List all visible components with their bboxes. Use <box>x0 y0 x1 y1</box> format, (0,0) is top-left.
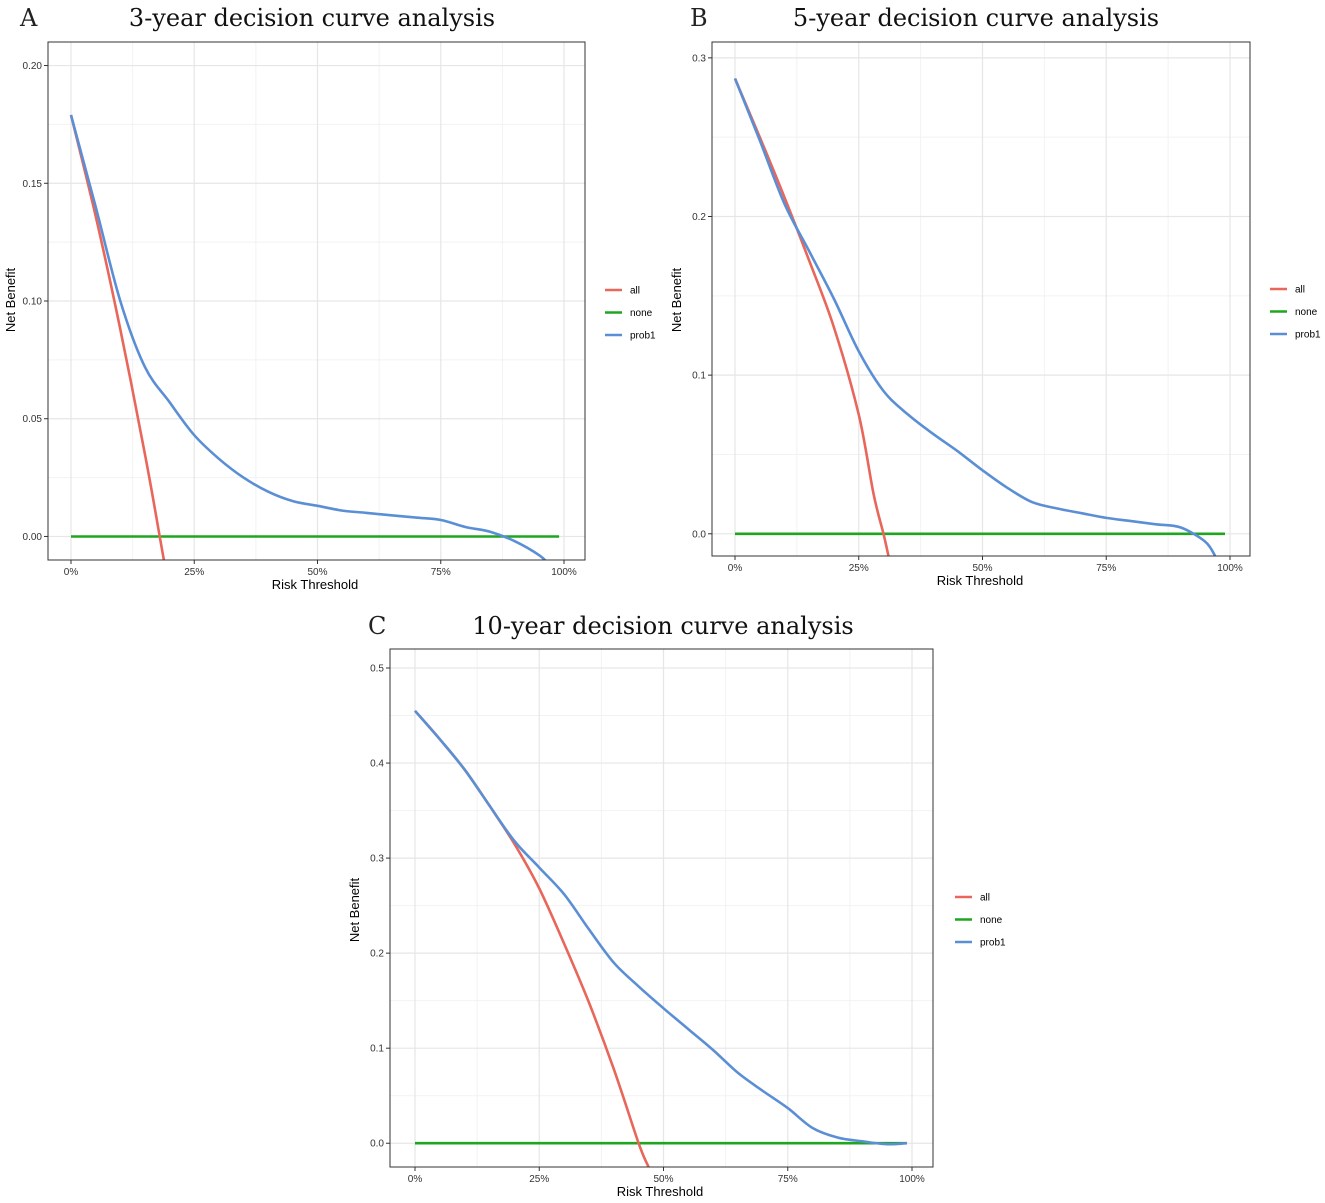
series-line-prob1 <box>69 114 547 560</box>
panel-letter: A <box>19 4 38 32</box>
y-tick-label: 0.4 <box>370 759 384 770</box>
x-axis-label: Risk Threshold <box>617 1184 703 1199</box>
legend-label-all: all <box>980 893 990 904</box>
y-tick-label: 0.0 <box>692 529 706 540</box>
x-axis-label: Risk Threshold <box>937 573 1023 588</box>
y-tick-label: 0.3 <box>370 854 384 865</box>
y-tick-label: 0.0 <box>370 1139 384 1150</box>
legend: all none prob1 <box>1270 285 1321 341</box>
x-tick-label: 100% <box>899 1174 925 1185</box>
panel-letter: C <box>368 612 386 640</box>
legend-label-all: all <box>630 286 640 297</box>
x-tick-label: 0% <box>64 567 79 578</box>
x-tick-label: 50% <box>972 563 992 574</box>
plot-frame <box>389 648 934 1168</box>
legend: all none prob1 <box>605 286 656 342</box>
legend-label-none: none <box>630 308 653 319</box>
y-tick-label: 0.1 <box>692 371 706 382</box>
y-tick-label: 0.3 <box>692 53 706 64</box>
x-tick-label: 0% <box>408 1174 423 1185</box>
legend-label-prob1: prob1 <box>630 331 656 342</box>
y-tick-label: 0.15 <box>23 179 43 190</box>
plot-area <box>712 42 1250 556</box>
series-group <box>414 709 908 1167</box>
y-tick-label: 0.2 <box>692 212 706 223</box>
legend-label-none: none <box>980 915 1003 926</box>
legend-label-none: none <box>1295 307 1318 318</box>
plot-frame <box>711 41 1251 557</box>
y-axis-label: Net Benefit <box>669 267 684 332</box>
legend: all none prob1 <box>955 893 1006 949</box>
y-tick-label: 0.00 <box>23 532 43 543</box>
series-line-prob1 <box>414 709 908 1146</box>
panel-3-year: 0% 25% 50% 75% 100% 0.00 0.05 0.10 0.15 0.20 A 3-ye… <box>3 4 656 592</box>
y-tick-label: 0.2 <box>370 949 384 960</box>
y-tick-label: 0.1 <box>370 1044 384 1055</box>
series-line-all <box>69 114 166 560</box>
y-axis-label: Net Benefit <box>347 877 362 942</box>
series-line-prob1 <box>733 78 1217 556</box>
panel-5-year: 0% 25% 50% 75% 100% 0.0 0.1 0.2 0.3 B 5-year decis… <box>669 4 1321 588</box>
x-tick-label: 0% <box>728 563 743 574</box>
x-tick-label: 75% <box>431 567 451 578</box>
series-line-all <box>733 77 890 556</box>
legend-label-prob1: prob1 <box>1295 330 1321 341</box>
plot-area <box>390 649 933 1167</box>
x-tick-label: 75% <box>778 1174 798 1185</box>
series-group <box>733 77 1225 556</box>
x-axis-label: Risk Threshold <box>272 577 358 592</box>
y-axis-label: Net Benefit <box>3 267 18 332</box>
panel-letter: B <box>690 4 708 32</box>
x-tick-label: 75% <box>1096 563 1116 574</box>
x-tick-label: 100% <box>551 567 577 578</box>
x-tick-label: 100% <box>1217 563 1243 574</box>
legend-label-prob1: prob1 <box>980 938 1006 949</box>
legend-label-all: all <box>1295 285 1305 296</box>
x-tick-label: 50% <box>307 567 327 578</box>
x-tick-label: 25% <box>184 567 204 578</box>
x-tick-label: 50% <box>653 1174 673 1185</box>
series-group <box>69 114 560 560</box>
y-tick-label: 0.05 <box>23 414 43 425</box>
y-tick-label: 0.20 <box>23 61 43 72</box>
x-tick-label: 25% <box>529 1174 549 1185</box>
y-tick-label: 0.10 <box>23 297 43 308</box>
y-tick-label: 0.5 <box>370 664 384 675</box>
x-tick-label: 25% <box>849 563 869 574</box>
panel-10-year: 0% 25% 50% 75% 100% 0.0 0.1 0.2 0.3 0.4 0.5 C 10-yea… <box>347 612 1006 1199</box>
chart-title: 3-year decision curve analysis <box>129 4 495 32</box>
chart-title: 10-year decision curve analysis <box>472 612 853 640</box>
chart-title: 5-year decision curve analysis <box>793 4 1159 32</box>
